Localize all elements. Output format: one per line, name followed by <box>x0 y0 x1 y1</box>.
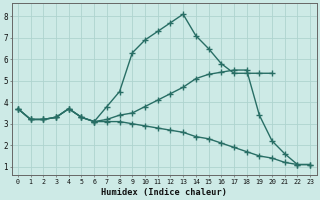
X-axis label: Humidex (Indice chaleur): Humidex (Indice chaleur) <box>101 188 227 197</box>
